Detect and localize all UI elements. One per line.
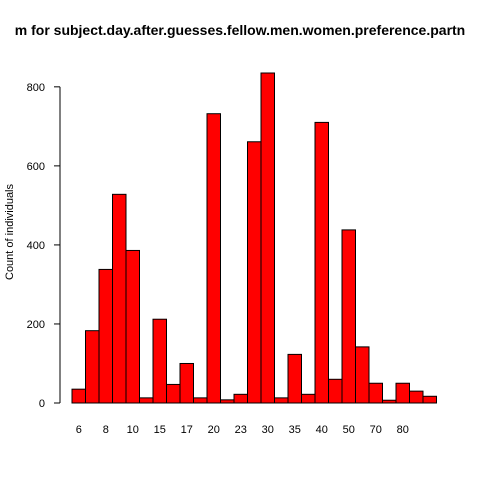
histogram-bar	[287, 353, 302, 404]
histogram-bar	[341, 229, 356, 404]
x-tick-label: 40	[316, 424, 328, 436]
histogram-bar	[125, 249, 140, 404]
y-tick-label: 800	[27, 82, 45, 94]
histogram-bar	[233, 393, 248, 404]
x-tick-label: 70	[370, 424, 382, 436]
bars	[71, 72, 437, 404]
x-tick-label: 10	[127, 424, 139, 436]
x-tick-label: 50	[343, 424, 355, 436]
histogram-bar	[152, 318, 167, 404]
x-tick-label: 20	[208, 424, 220, 436]
histogram-bar	[166, 383, 181, 404]
histogram-bar	[382, 399, 397, 404]
chart-title: m for subject.day.after.guesses.fellow.m…	[15, 22, 465, 38]
x-tick-label: 80	[397, 424, 409, 436]
y-tick-label: 400	[27, 240, 45, 252]
histogram-bar	[139, 397, 154, 404]
histogram-bar	[368, 382, 383, 404]
histogram-bar	[98, 268, 113, 404]
x-tick-label: 6	[76, 424, 82, 436]
x-axis-labels: 6 8 10 15 17 20 23 30 35 40 50 70 80	[76, 424, 409, 436]
y-tick-label: 0	[39, 398, 45, 410]
x-tick-label: 23	[235, 424, 247, 436]
histogram-bar	[247, 141, 262, 404]
histogram-bar	[179, 362, 194, 404]
histogram-bar	[355, 346, 370, 404]
histogram-bar	[112, 193, 127, 404]
histogram-bar	[193, 397, 208, 404]
histogram-bar	[71, 388, 86, 404]
histogram-bar	[314, 121, 329, 404]
histogram-bar	[409, 390, 424, 404]
y-tick-label: 200	[27, 319, 45, 331]
y-axis: 0 200 400 600 800	[27, 82, 61, 410]
histogram-bar	[220, 399, 235, 404]
y-axis-label: Count of individuals	[4, 184, 16, 281]
histogram-bar	[260, 72, 275, 404]
histogram-bar	[328, 378, 343, 404]
y-tick-label: 600	[27, 161, 45, 173]
x-tick-label: 30	[262, 424, 274, 436]
histogram-bar	[274, 397, 289, 404]
x-tick-label: 35	[289, 424, 301, 436]
histogram-bar	[206, 113, 221, 404]
histogram-bar	[395, 382, 410, 404]
histogram-bar	[422, 395, 437, 404]
histogram-bar	[301, 393, 316, 404]
x-tick-label: 8	[103, 424, 109, 436]
x-tick-label: 17	[181, 424, 193, 436]
histogram-bar	[85, 330, 100, 404]
x-tick-label: 15	[154, 424, 166, 436]
